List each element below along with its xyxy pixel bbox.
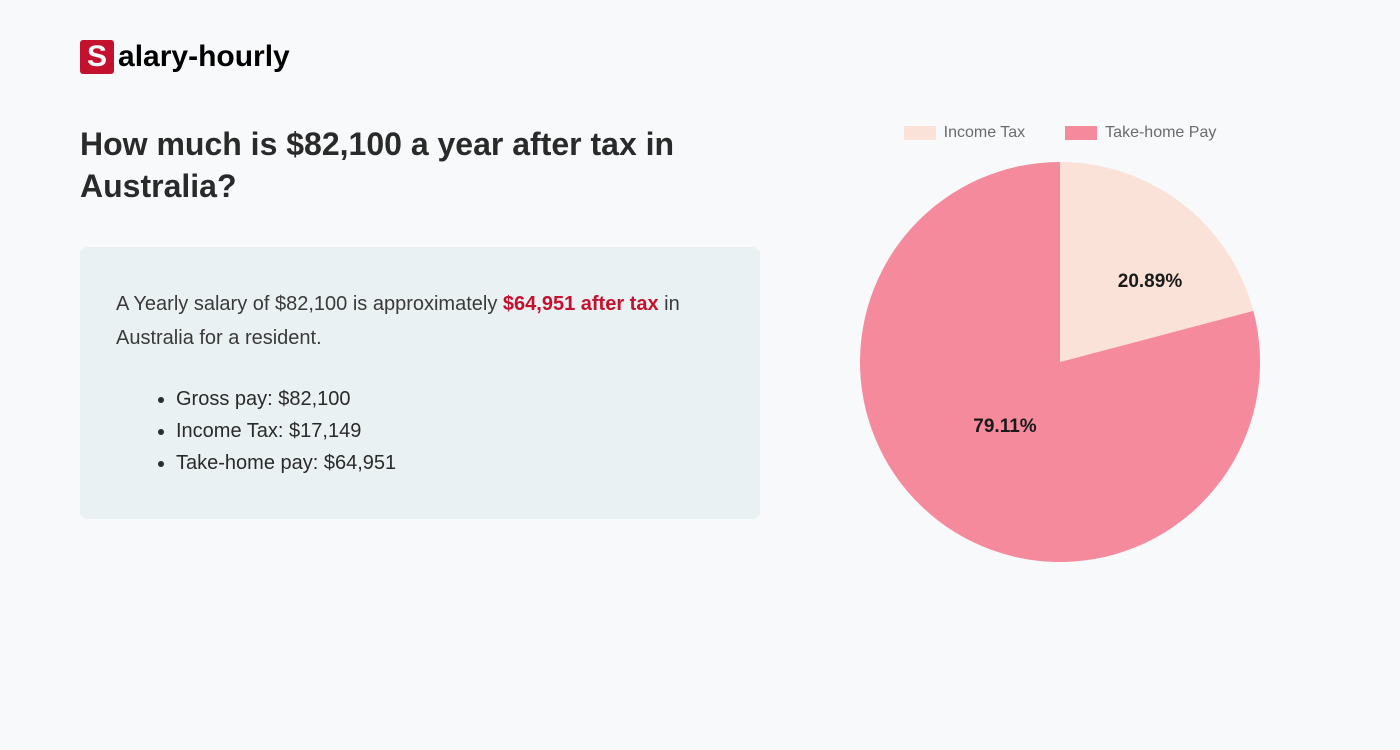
pie-chart: 20.89% 79.11% xyxy=(860,162,1260,562)
chart-legend: Income Tax Take-home Pay xyxy=(904,124,1217,142)
legend-item-take-home: Take-home Pay xyxy=(1065,124,1216,142)
legend-label: Income Tax xyxy=(944,124,1026,142)
list-item: Take-home pay: $64,951 xyxy=(176,447,724,479)
legend-swatch xyxy=(904,126,936,140)
summary-highlight: $64,951 after tax xyxy=(503,293,659,315)
chart-column: Income Tax Take-home Pay 20.89% 79.11% xyxy=(840,124,1280,562)
pie-svg xyxy=(860,162,1260,562)
list-item: Income Tax: $17,149 xyxy=(176,415,724,447)
left-column: How much is $82,100 a year after tax in … xyxy=(80,124,760,562)
logo-text: alary-hourly xyxy=(118,40,290,74)
logo-badge: S xyxy=(80,40,114,74)
summary-text: A Yearly salary of $82,100 is approximat… xyxy=(116,287,724,355)
pie-slice-label: 20.89% xyxy=(1118,271,1182,293)
pie-slice-label: 79.11% xyxy=(973,416,1036,438)
summary-box: A Yearly salary of $82,100 is approximat… xyxy=(80,247,760,519)
legend-swatch xyxy=(1065,126,1097,140)
summary-prefix: A Yearly salary of $82,100 is approximat… xyxy=(116,293,503,315)
main-content: How much is $82,100 a year after tax in … xyxy=(80,124,1320,562)
legend-item-income-tax: Income Tax xyxy=(904,124,1026,142)
site-logo: Salary-hourly xyxy=(80,40,1320,74)
legend-label: Take-home Pay xyxy=(1105,124,1216,142)
list-item: Gross pay: $82,100 xyxy=(176,383,724,415)
bullet-list: Gross pay: $82,100 Income Tax: $17,149 T… xyxy=(116,383,724,479)
page-title: How much is $82,100 a year after tax in … xyxy=(80,124,760,207)
